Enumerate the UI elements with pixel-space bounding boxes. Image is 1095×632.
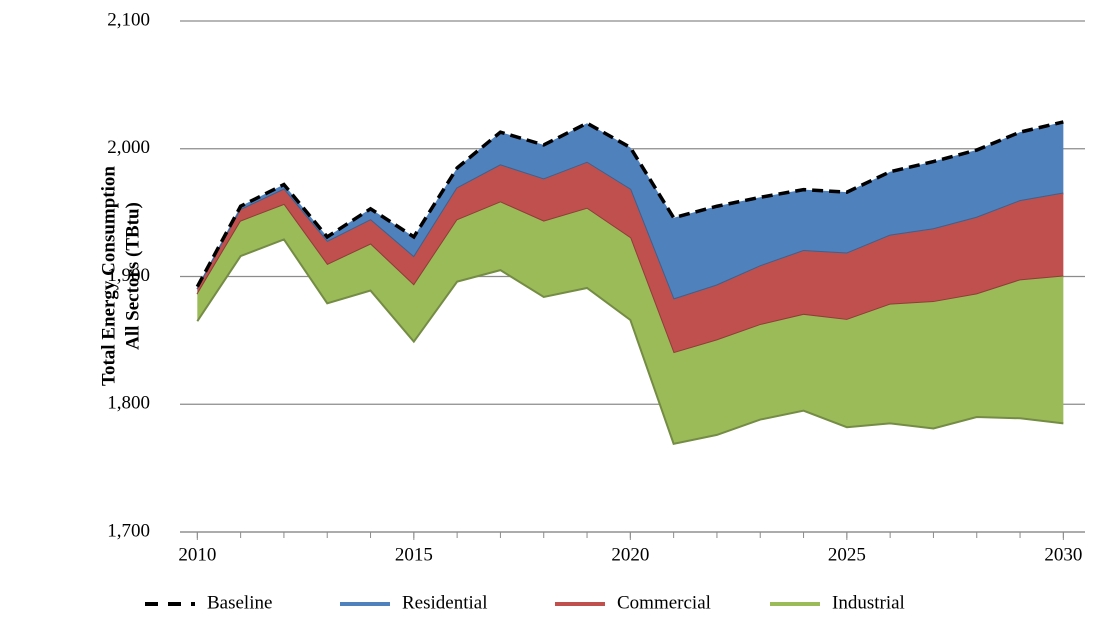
legend-label: Residential [402, 592, 487, 613]
y-tick-label: 1,900 [107, 265, 150, 286]
area [197, 162, 1064, 354]
y-axis-label: Total Energy Consumption [98, 166, 119, 386]
baseline-line [195, 120, 1064, 288]
y-tick-label: 2,100 [107, 9, 150, 30]
legend-label: Industrial [832, 592, 905, 613]
x-tick-label: 2010 [178, 544, 216, 565]
area [197, 202, 1064, 444]
legend-label: Commercial [617, 592, 711, 613]
legend-label: Baseline [207, 592, 272, 613]
x-tick-label: 2020 [611, 544, 649, 565]
area-edge [196, 238, 1064, 446]
y-tick-label: 1,800 [107, 393, 150, 414]
y-axis-label: All Sectors (TBtu) [122, 202, 143, 350]
y-tick-label: 1,700 [107, 520, 150, 541]
y-tick-label: 2,000 [107, 137, 150, 158]
x-tick-label: 2030 [1044, 544, 1082, 565]
x-tick-label: 2025 [828, 544, 866, 565]
x-tick-label: 2015 [395, 544, 433, 565]
area [197, 121, 1064, 300]
